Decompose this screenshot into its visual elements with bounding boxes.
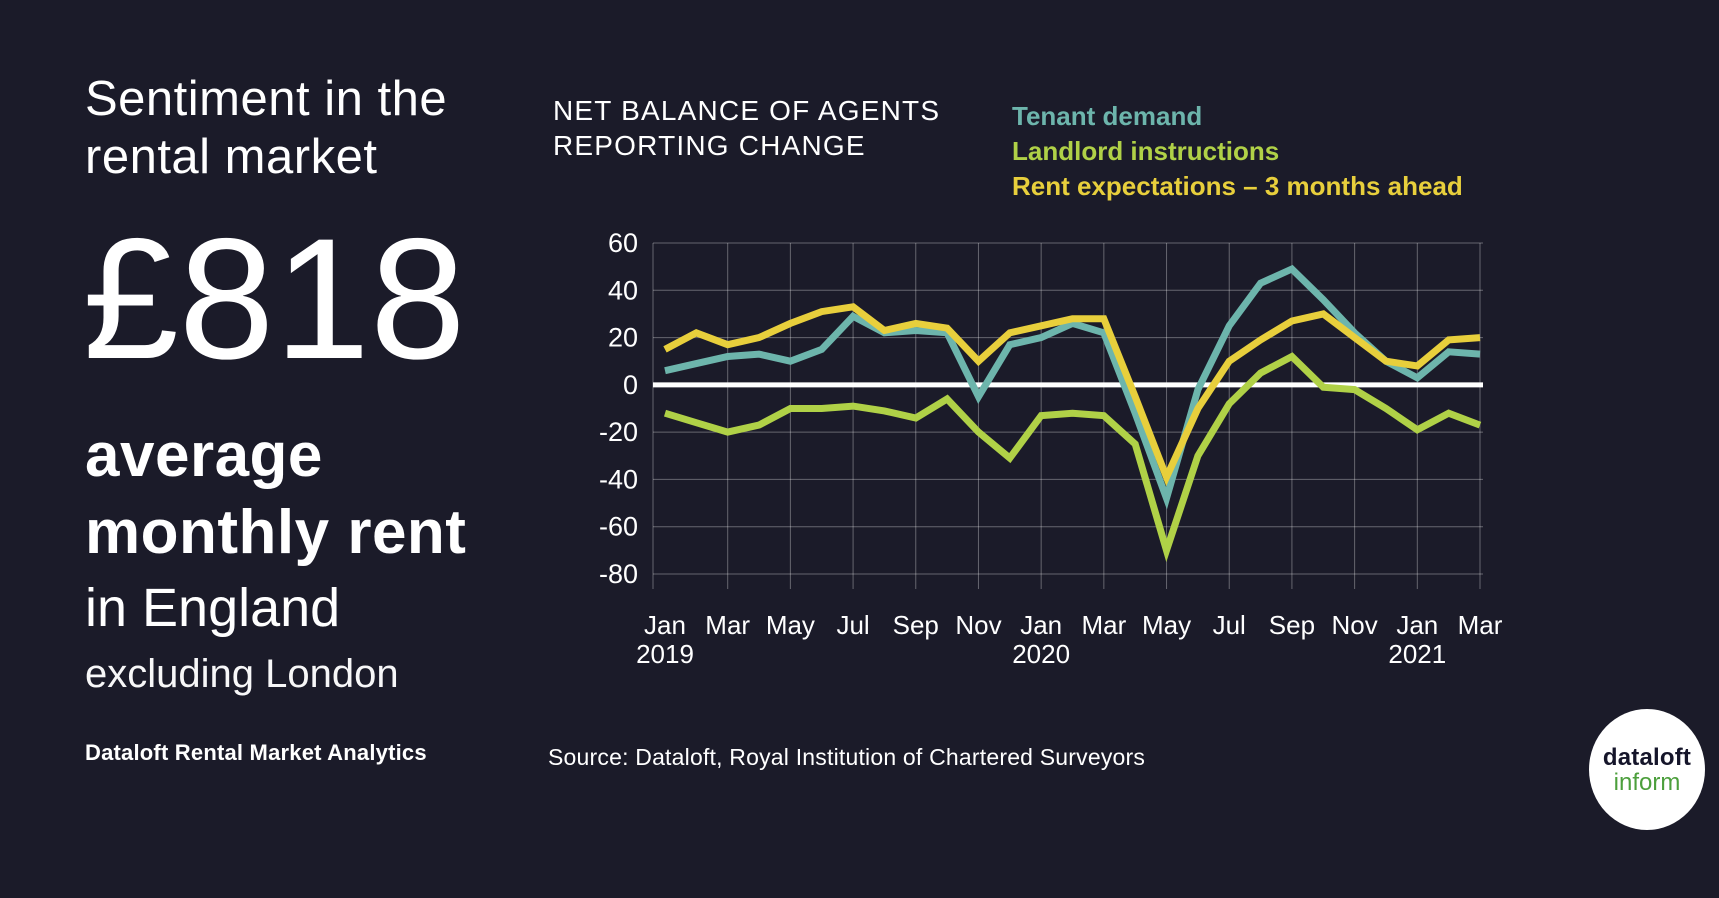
svg-text:May: May (1142, 610, 1191, 640)
legend-item-rent-expectations: Rent expectations – 3 months ahead (1012, 171, 1463, 201)
dataloft-analytics-note: Dataloft Rental Market Analytics (85, 740, 427, 765)
svg-text:Sep: Sep (1269, 610, 1315, 640)
region-label: in England (85, 578, 341, 638)
chart-legend: Tenant demand Landlord instructions Rent… (1012, 99, 1463, 204)
legend-item-tenant-demand: Tenant demand (1012, 101, 1203, 131)
legend-item-landlord-instructions: Landlord instructions (1012, 136, 1280, 166)
svg-text:-20: -20 (599, 417, 638, 447)
average-rent-label-line1: average (85, 421, 323, 490)
svg-text:Jul: Jul (1213, 610, 1246, 640)
svg-text:Jan: Jan (1396, 610, 1438, 640)
svg-text:0: 0 (623, 370, 638, 400)
svg-text:60: 60 (608, 228, 638, 258)
dataloft-inform-logo: dataloft inform (1589, 709, 1705, 830)
average-rent-value: £818 (83, 203, 466, 395)
svg-text:2019: 2019 (636, 639, 694, 669)
svg-text:-60: -60 (599, 512, 638, 542)
page-title: Sentiment in the rental market (85, 70, 447, 186)
svg-text:Jan: Jan (644, 610, 686, 640)
region-note: excluding London (85, 652, 399, 696)
svg-text:Sep: Sep (893, 610, 939, 640)
svg-text:Mar: Mar (705, 610, 750, 640)
svg-text:Jan: Jan (1020, 610, 1062, 640)
svg-text:20: 20 (608, 323, 638, 353)
svg-text:40: 40 (608, 275, 638, 305)
svg-text:2020: 2020 (1012, 639, 1070, 669)
svg-text:-80: -80 (599, 559, 638, 589)
svg-text:May: May (766, 610, 815, 640)
svg-text:-40: -40 (599, 464, 638, 494)
logo-text-inform: inform (1613, 768, 1681, 796)
chart-title-line1: NET BALANCE OF AGENTS (553, 95, 941, 126)
page-title-line1: Sentiment in the (85, 72, 448, 126)
chart-title-line2: REPORTING CHANGE (553, 130, 866, 161)
svg-text:Mar: Mar (1458, 610, 1503, 640)
average-rent-label: average monthly rent (85, 417, 466, 571)
chart-title: NET BALANCE OF AGENTS REPORTING CHANGE (553, 93, 940, 163)
page-title-line2: rental market (85, 130, 378, 184)
svg-text:Nov: Nov (955, 610, 1001, 640)
svg-text:2021: 2021 (1388, 639, 1446, 669)
source-note: Source: Dataloft, Royal Institution of C… (548, 744, 1146, 770)
logo-text-dataloft: dataloft (1602, 743, 1692, 771)
svg-text:Nov: Nov (1331, 610, 1377, 640)
svg-text:Jul: Jul (836, 610, 869, 640)
svg-text:Mar: Mar (1081, 610, 1126, 640)
average-rent-label-line2: monthly rent (85, 498, 467, 567)
